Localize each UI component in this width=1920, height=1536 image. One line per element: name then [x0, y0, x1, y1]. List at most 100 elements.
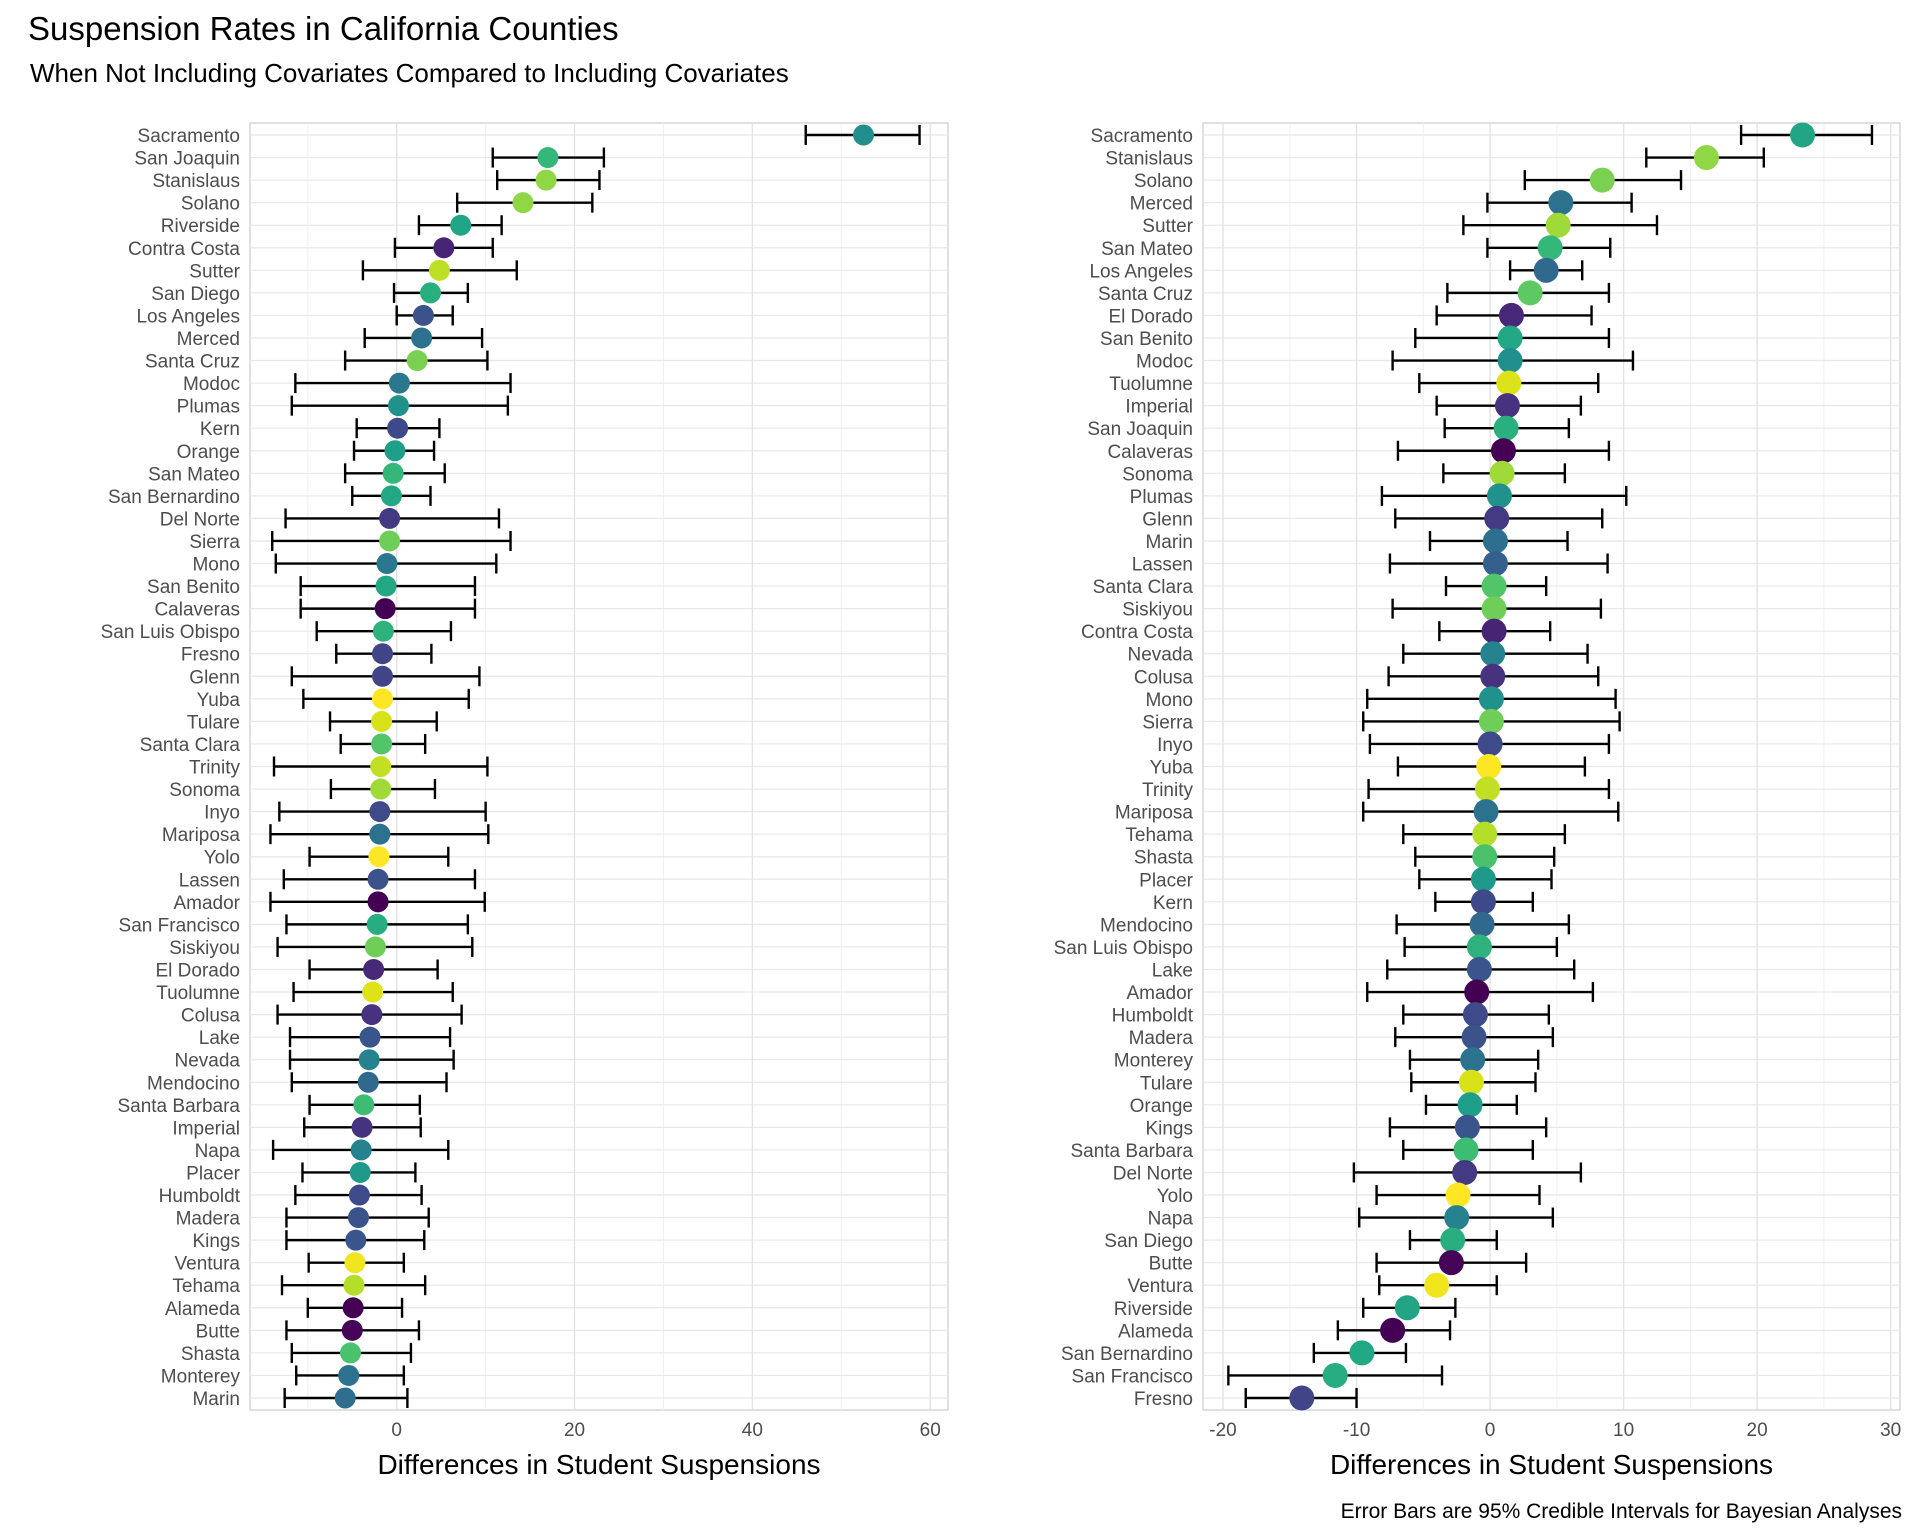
y-tick-label: San Joaquin	[1087, 419, 1193, 440]
data-point	[1466, 956, 1492, 982]
x-axis-label: Differences in Student Suspensions	[1330, 1449, 1773, 1480]
y-tick-label: Butte	[1149, 1254, 1193, 1275]
data-point	[362, 981, 384, 1003]
data-point	[1438, 1250, 1464, 1276]
y-tick-label: Colusa	[181, 1006, 241, 1027]
data-point	[344, 1252, 366, 1274]
y-tick-label: Yolo	[1157, 1186, 1193, 1207]
y-tick-label: Orange	[1130, 1096, 1193, 1117]
y-tick-label: Siskiyou	[1122, 600, 1193, 621]
data-point	[1472, 821, 1498, 847]
y-tick-label: Madera	[1129, 1028, 1194, 1049]
y-tick-label: Colusa	[1134, 667, 1194, 688]
y-tick-label: Plumas	[1130, 487, 1193, 508]
data-point	[1481, 573, 1507, 599]
y-tick-label: Marin	[192, 1389, 240, 1410]
data-point	[1497, 325, 1523, 351]
data-point	[369, 823, 391, 845]
chart-title: Suspension Rates in California Counties	[28, 10, 619, 47]
y-tick-label: Placer	[186, 1163, 241, 1184]
data-point	[343, 1274, 365, 1296]
y-tick-label: Sonoma	[1122, 464, 1193, 485]
data-point	[1444, 1205, 1470, 1231]
x-tick-label: -20	[1209, 1420, 1236, 1441]
y-tick-label: Santa Barbara	[117, 1096, 240, 1117]
data-point	[450, 214, 472, 236]
data-point	[512, 192, 534, 214]
y-tick-label: Mono	[192, 555, 240, 576]
data-point	[357, 1071, 379, 1093]
y-tick-label: Shasta	[181, 1344, 241, 1365]
x-tick-label: 20	[564, 1420, 585, 1441]
data-point	[370, 756, 392, 777]
data-point	[1454, 1114, 1480, 1140]
y-tick-label: San Benito	[1100, 329, 1193, 350]
left-panel: 0 20 40 60 Differences in Student Suspension…	[101, 122, 949, 1480]
y-tick-label: Humboldt	[159, 1186, 241, 1207]
x-tick-label: 0	[391, 1420, 402, 1441]
y-tick-label: Mariposa	[162, 825, 241, 846]
y-tick-label: Monterey	[1114, 1051, 1194, 1072]
data-point	[1693, 145, 1719, 171]
y-tick-label: San Joaquin	[134, 149, 240, 170]
x-tick-label: 20	[1747, 1420, 1768, 1441]
data-point	[1462, 1002, 1488, 1028]
data-point	[364, 936, 386, 958]
y-tick-label: San Luis Obispo	[101, 622, 240, 643]
y-tick-label: Fresno	[181, 645, 240, 666]
y-tick-label: Sierra	[1142, 712, 1193, 733]
y-tick-label: Alameda	[1118, 1321, 1193, 1342]
y-tick-label: Kern	[1153, 893, 1193, 914]
data-point	[1464, 979, 1490, 1005]
data-point	[1482, 551, 1508, 577]
data-point	[537, 147, 559, 169]
y-tick-label: Stanislaus	[152, 171, 240, 192]
data-point	[1484, 505, 1510, 531]
data-point	[371, 710, 393, 732]
y-tick-label: Sacramento	[1091, 126, 1193, 147]
data-point	[535, 169, 557, 191]
chart-caption: Error Bars are 95% Credible Intervals fo…	[1340, 1500, 1902, 1523]
y-tick-label: Kings	[1145, 1118, 1193, 1139]
y-tick-label: Santa Cruz	[145, 352, 240, 373]
data-point	[1478, 708, 1504, 734]
data-point	[1380, 1317, 1406, 1343]
y-tick-label: Tuolumne	[156, 983, 240, 1004]
data-point	[367, 868, 389, 890]
data-point	[1493, 415, 1519, 441]
x-tick-label: 60	[920, 1420, 941, 1441]
data-point	[1460, 1047, 1486, 1073]
y-tick-label: Solano	[181, 194, 240, 215]
data-point	[1424, 1272, 1450, 1298]
data-point	[363, 958, 385, 980]
y-tick-label: Lassen	[1132, 555, 1193, 576]
data-point	[1482, 528, 1508, 554]
data-point	[1474, 776, 1500, 802]
data-point	[1470, 866, 1496, 892]
data-point	[387, 417, 409, 439]
y-tick-label: Santa Barbara	[1070, 1141, 1193, 1162]
data-point	[359, 1026, 381, 1048]
data-point	[1470, 889, 1496, 915]
data-point	[1589, 167, 1615, 193]
data-point	[1489, 460, 1515, 486]
y-tick-label: San Francisco	[1072, 1366, 1193, 1387]
data-point	[1480, 663, 1506, 689]
data-point	[1453, 1137, 1479, 1163]
y-tick-label: Imperial	[1125, 397, 1193, 418]
data-point	[433, 237, 455, 259]
y-tick-label: Monterey	[161, 1366, 241, 1387]
y-tick-label: Modoc	[1136, 352, 1193, 373]
y-tick-label: Mono	[1145, 690, 1193, 711]
data-point	[342, 1297, 364, 1319]
y-tick-label: Glenn	[1142, 509, 1193, 530]
data-point	[349, 1161, 371, 1183]
y-tick-label: Calaveras	[154, 600, 240, 621]
data-point	[369, 801, 391, 823]
y-tick-label: Riverside	[161, 216, 240, 237]
data-point	[370, 778, 392, 800]
data-point	[347, 1207, 369, 1229]
data-point	[1440, 1227, 1466, 1253]
data-point	[1472, 844, 1498, 870]
